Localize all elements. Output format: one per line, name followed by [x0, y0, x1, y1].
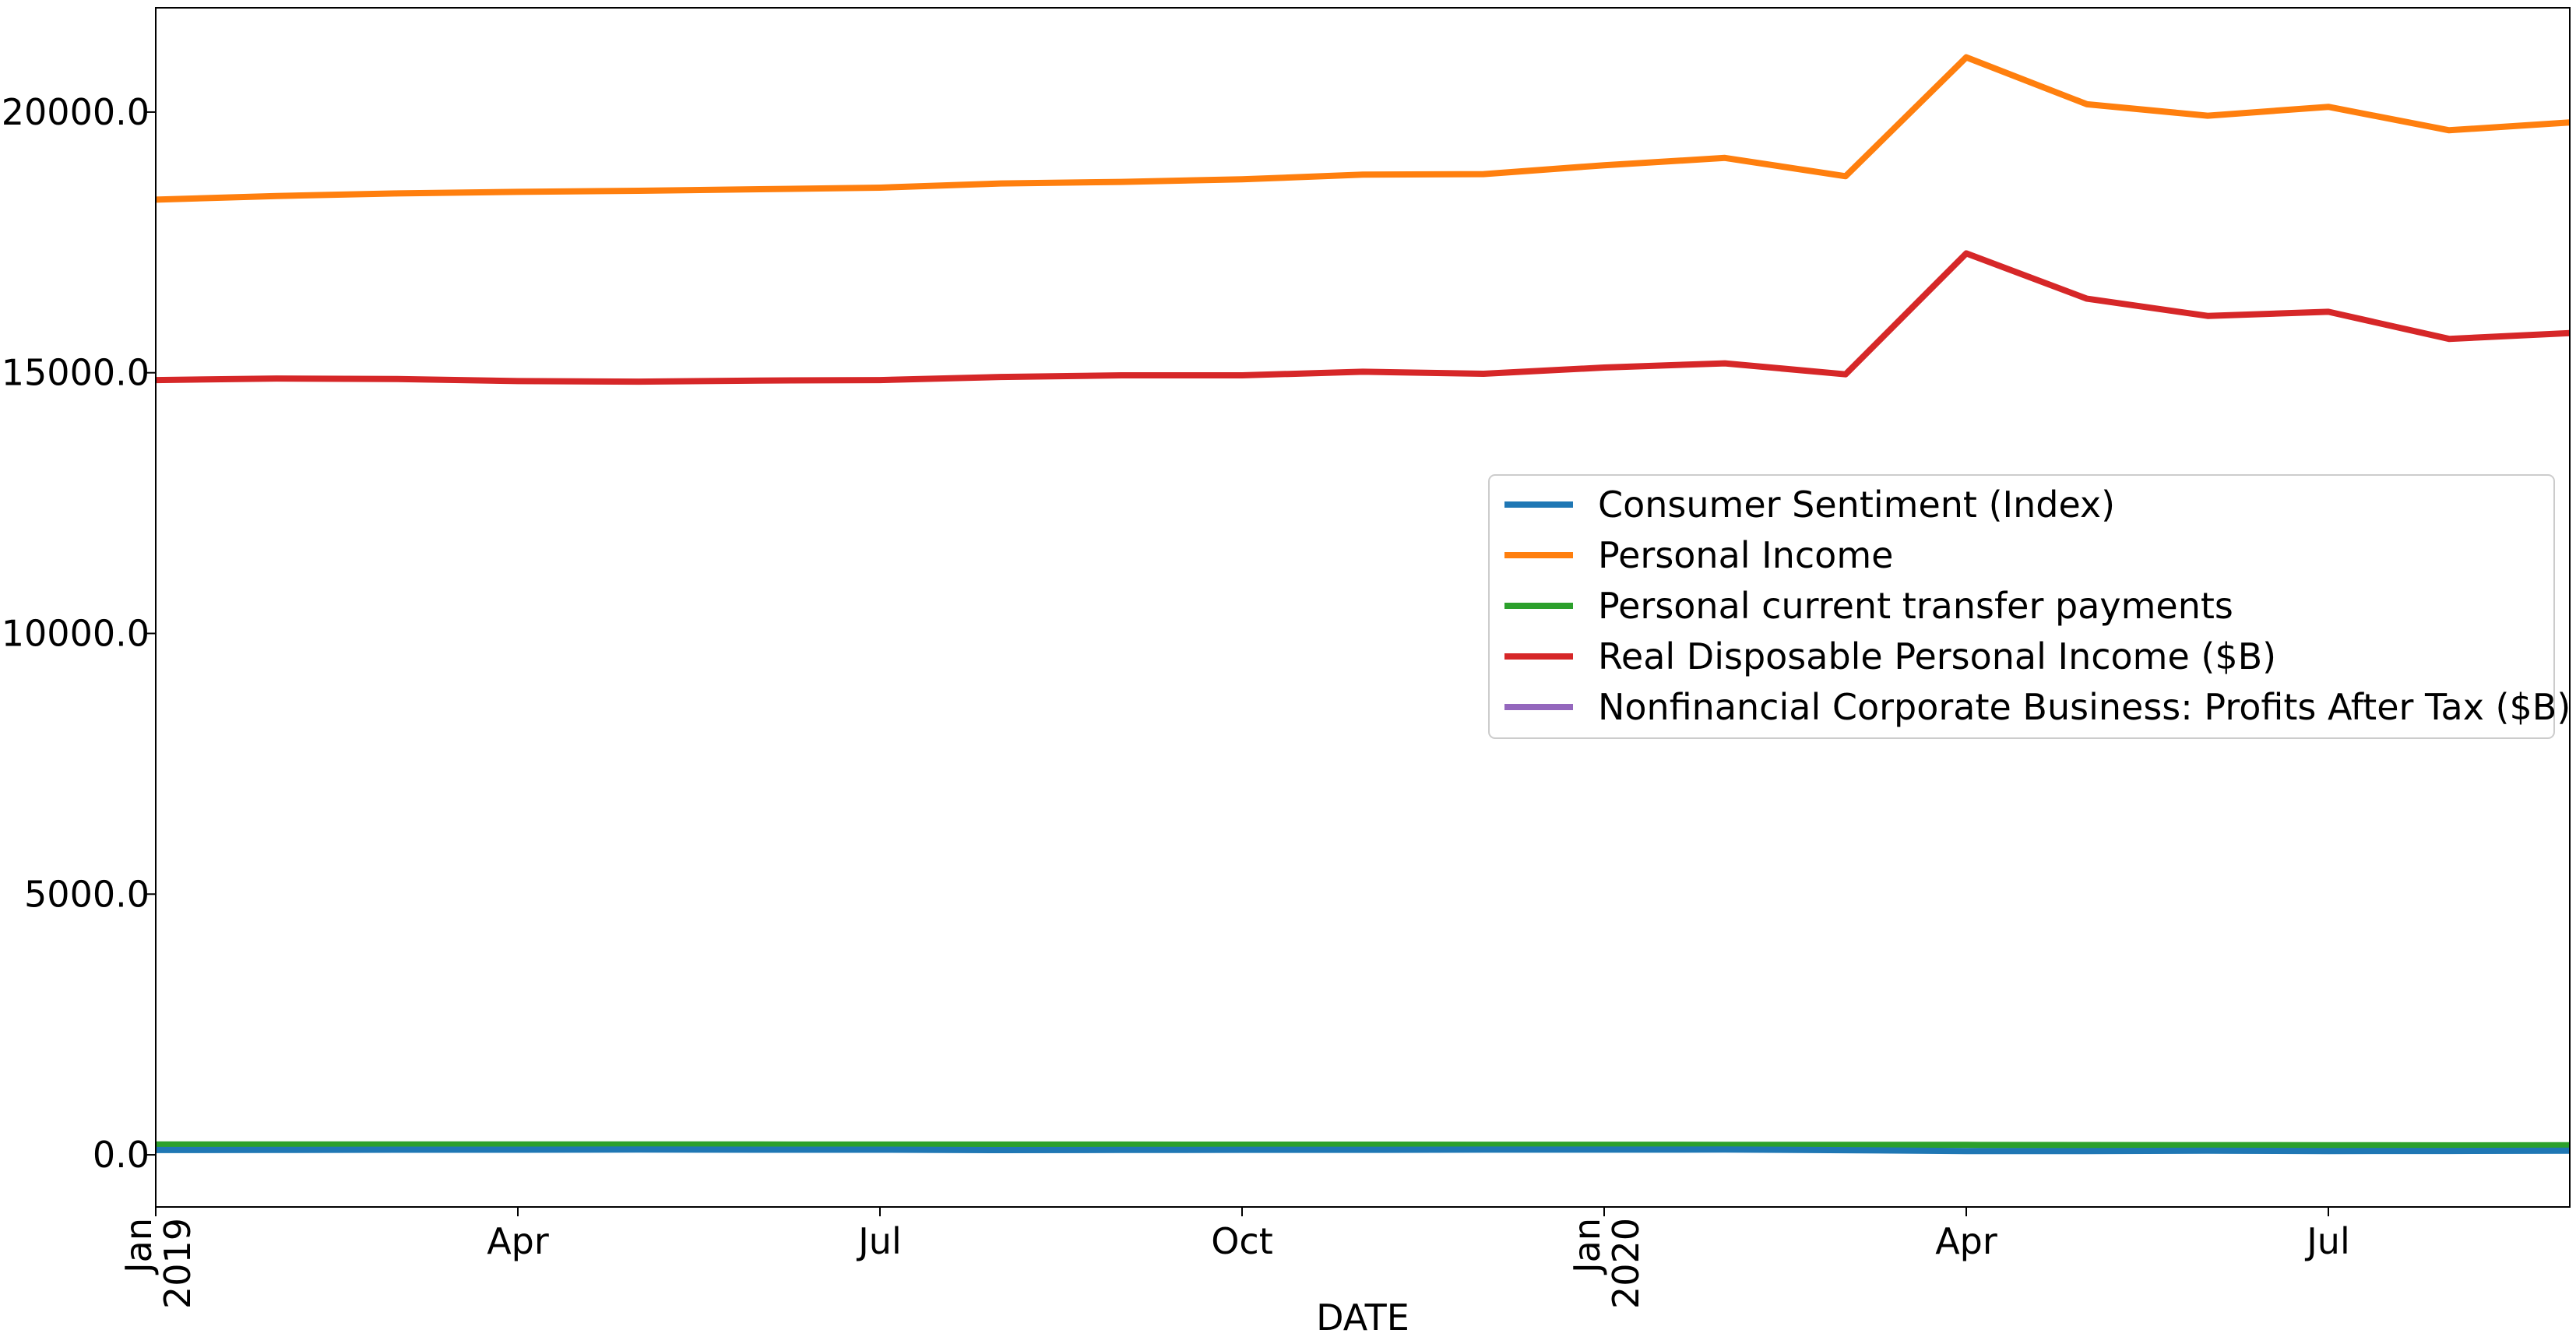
- x-tick-label: Jul: [2304, 1220, 2350, 1262]
- x-tick-label: Jan: [1566, 1218, 1608, 1275]
- x-tick-label: Oct: [1211, 1220, 1273, 1262]
- y-tick-label: 15000.0: [2, 352, 150, 394]
- series-line: [155, 54, 2571, 203]
- x-tick-label: Apr: [1935, 1220, 1997, 1262]
- legend-entry-label: Personal Income: [1598, 534, 1893, 576]
- legend: Consumer Sentiment (Index) Personal Incom…: [1488, 474, 2571, 739]
- x-tick-label: Jul: [856, 1220, 902, 1262]
- y-tick-label: 20000.0: [2, 91, 150, 133]
- legend-entry-label: Nonfinancial Corporate Business: Profits…: [1598, 686, 2571, 728]
- x-axis-label: DATE: [1316, 1297, 1409, 1339]
- legend-entry-label: Consumer Sentiment (Index): [1598, 484, 2115, 526]
- legend-entry-label: Personal current transfer payments: [1598, 585, 2233, 627]
- x-tick-label: Apr: [487, 1220, 549, 1262]
- legend-box: [1488, 474, 2555, 739]
- series-line: [155, 250, 2571, 385]
- x-tick-sublabel: 2019: [157, 1218, 199, 1309]
- series-lines-layer: [155, 54, 2571, 1155]
- y-tick-label: 5000.0: [24, 873, 150, 915]
- legend-entry-label: Real Disposable Personal Income ($B): [1598, 635, 2276, 677]
- x-tick-label: Jan: [118, 1218, 160, 1275]
- plot-frame: [155, 7, 2571, 1208]
- y-tick-label: 10000.0: [2, 612, 150, 654]
- y-tick-label: 0.0: [93, 1134, 150, 1176]
- series-line: [155, 1146, 2571, 1155]
- y-axis: 0.0 5000.0 10000.0 15000.0 20000.0: [2, 91, 156, 1176]
- x-tick-sublabel: 2020: [1605, 1218, 1647, 1309]
